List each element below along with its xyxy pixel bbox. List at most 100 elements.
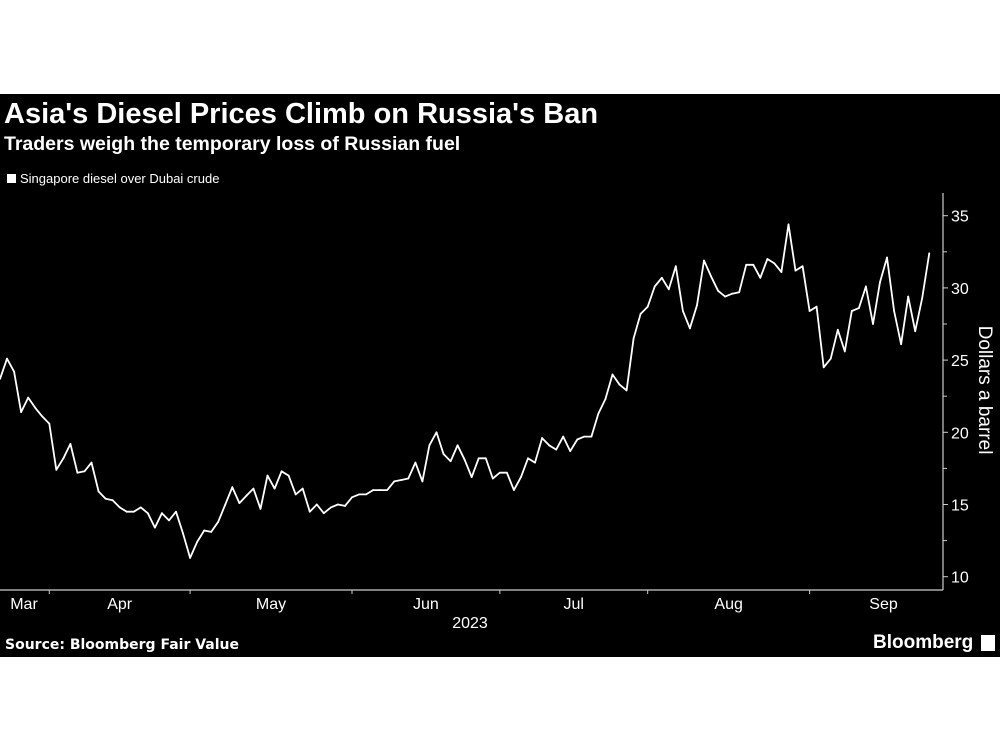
legend-swatch <box>7 174 16 183</box>
data-point <box>794 269 797 272</box>
data-point <box>393 480 396 483</box>
data-point <box>681 310 684 312</box>
data-point <box>914 330 917 333</box>
data-point <box>161 512 163 515</box>
data-point <box>118 506 121 509</box>
data-point <box>90 461 93 464</box>
data-point <box>738 291 741 294</box>
data-point <box>76 471 79 474</box>
data-point <box>886 256 888 259</box>
data-point <box>646 305 649 308</box>
x-tick-label: Sep <box>869 596 898 613</box>
y-tick-label: 15 <box>951 498 969 515</box>
data-point <box>829 357 832 360</box>
data-point <box>822 366 825 369</box>
data-point <box>252 487 255 490</box>
data-point <box>421 480 424 483</box>
data-point <box>449 460 452 463</box>
data-point <box>590 435 593 438</box>
data-point <box>625 389 628 392</box>
data-point <box>527 457 529 460</box>
data-point <box>111 499 114 502</box>
brand-name: Bloomberg <box>873 632 974 653</box>
data-point <box>717 289 719 292</box>
data-point <box>618 383 621 386</box>
data-point <box>0 377 1 380</box>
data-point <box>583 435 586 438</box>
data-point <box>344 505 346 507</box>
data-point <box>365 493 367 496</box>
data-point <box>203 529 206 532</box>
data-point <box>435 431 438 434</box>
data-point <box>745 263 748 266</box>
data-point <box>724 295 727 298</box>
x-tick-label: Aug <box>714 596 742 613</box>
data-point <box>639 312 642 315</box>
data-point <box>189 557 191 559</box>
data-point <box>153 526 156 529</box>
data-point <box>470 476 473 478</box>
data-point <box>534 461 536 464</box>
data-point <box>674 265 677 268</box>
data-point <box>83 470 86 473</box>
data-point <box>34 406 37 409</box>
data-point <box>69 442 72 445</box>
data-point <box>787 223 790 226</box>
data-point <box>132 510 135 513</box>
data-point <box>217 520 220 523</box>
data-point <box>231 486 234 489</box>
data-point <box>337 503 339 506</box>
data-point <box>857 307 860 310</box>
data-point <box>548 444 551 447</box>
bloomberg-logo: Bloomberg <box>873 632 996 654</box>
data-point <box>139 506 142 509</box>
data-point <box>245 494 248 497</box>
data-point <box>259 507 262 510</box>
x-tick-label: Jun <box>413 596 439 613</box>
data-point <box>41 415 44 418</box>
data-point <box>210 531 213 533</box>
data-point <box>689 327 691 330</box>
legend: Singapore diesel over Dubai crude <box>7 171 219 186</box>
data-point <box>872 323 874 325</box>
data-point <box>20 411 23 413</box>
data-point <box>104 497 107 500</box>
data-point <box>752 263 755 266</box>
y-tick-label: 35 <box>951 209 969 226</box>
legend-label: Singapore diesel over Dubai crude <box>20 171 220 186</box>
data-point <box>667 288 670 291</box>
data-point <box>266 474 269 477</box>
data-point <box>55 468 58 471</box>
data-point <box>710 275 712 278</box>
data-point <box>498 471 501 474</box>
data-point <box>836 328 839 331</box>
data-point <box>541 437 543 439</box>
data-point <box>27 396 30 399</box>
data-point <box>294 493 297 496</box>
data-point <box>428 444 431 447</box>
data-point <box>879 281 881 284</box>
source-note: Source: Bloomberg Fair Value <box>5 637 239 653</box>
chart-title: Asia's Diesel Prices Climb on Russia's B… <box>4 98 599 130</box>
y-tick-label: 25 <box>951 353 969 370</box>
data-point <box>505 471 508 474</box>
data-point <box>196 541 199 543</box>
data-point <box>301 487 304 490</box>
data-point <box>604 398 607 400</box>
data-point <box>731 292 734 295</box>
data-point <box>315 503 318 506</box>
y-axis: 10 15 20 25 30 35 <box>942 193 969 590</box>
data-point <box>569 450 572 452</box>
data-point <box>146 512 149 515</box>
data-point <box>308 510 311 513</box>
data-point <box>372 489 375 491</box>
data-point <box>484 457 487 460</box>
data-point <box>358 493 360 496</box>
data-point <box>759 276 762 279</box>
data-point <box>379 489 382 491</box>
data-point <box>168 519 170 522</box>
data-point <box>280 470 283 473</box>
data-point <box>386 489 389 491</box>
data-point <box>893 310 895 312</box>
